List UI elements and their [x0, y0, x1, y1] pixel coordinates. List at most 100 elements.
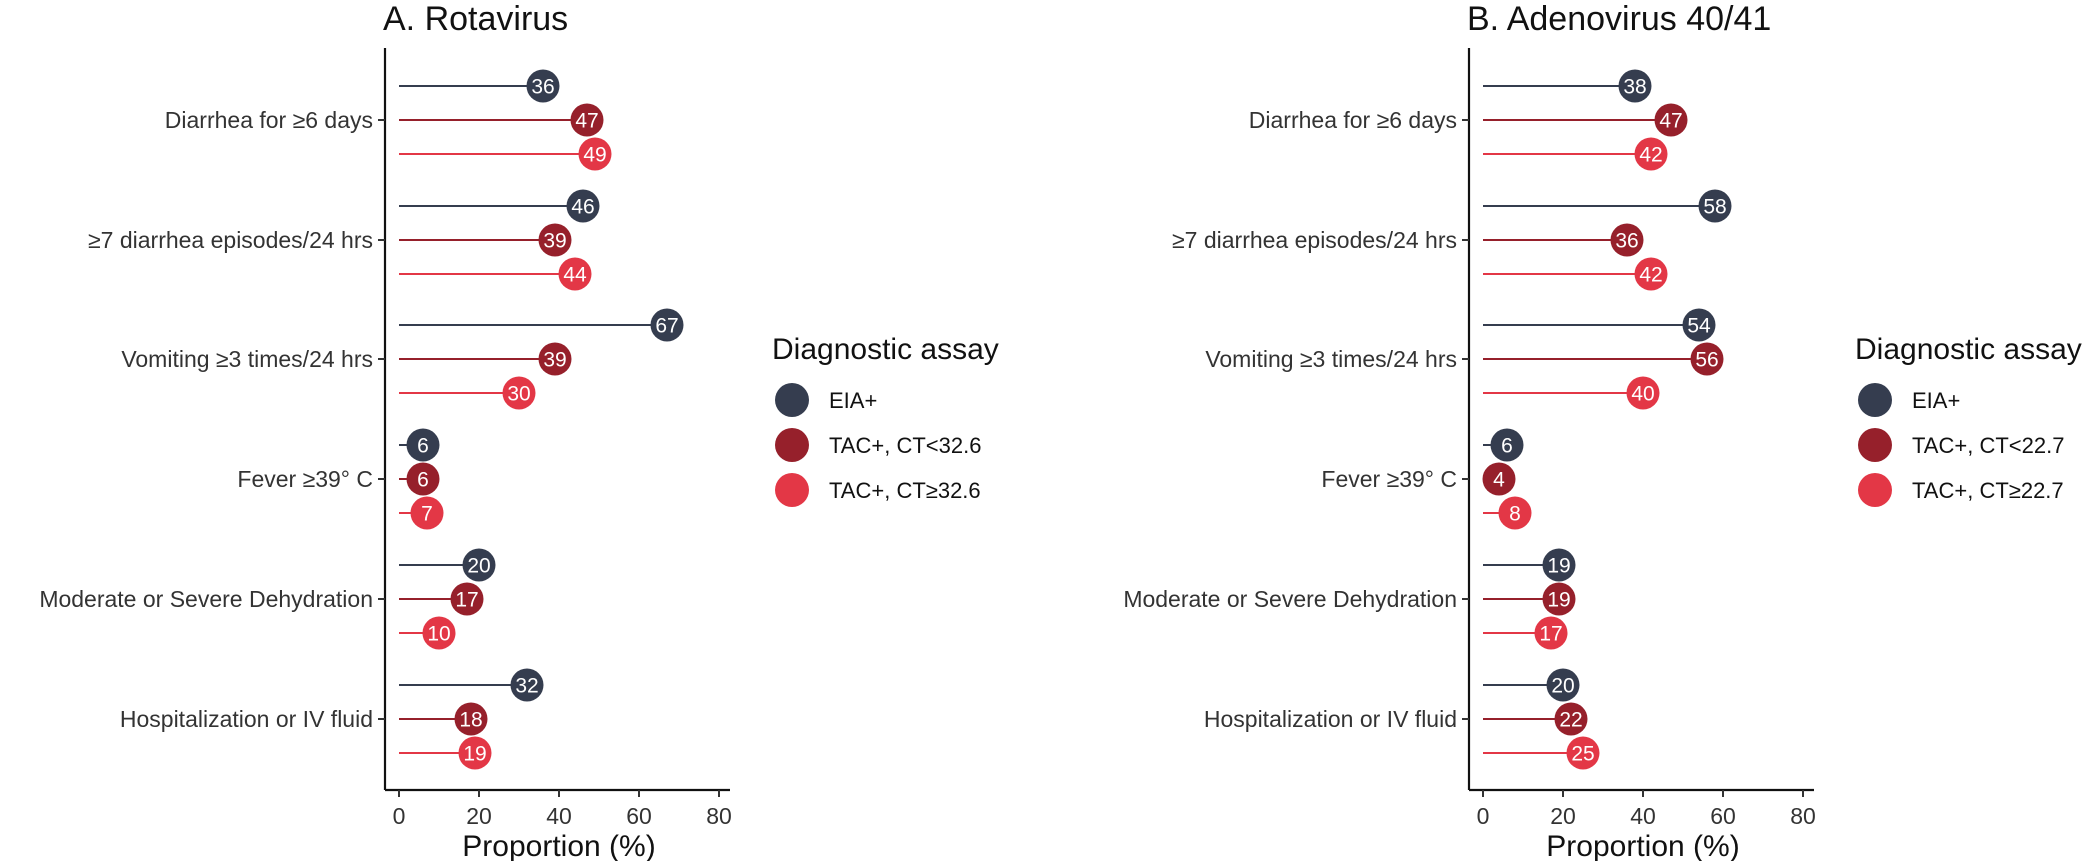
legend: Diagnostic assay EIA+ TAC+, CT<32.6 TAC+, C… [772, 333, 999, 507]
lollipop-dot [510, 668, 544, 702]
data-label: 10 [427, 623, 450, 646]
lollipop-dot [538, 342, 572, 376]
lollipop-dot [578, 137, 612, 171]
data-label: 6 [1501, 435, 1513, 458]
data-label: 42 [1639, 144, 1662, 167]
x-tick-label: 40 [546, 803, 572, 829]
category-label: Diarrhea for ≥6 days [1249, 107, 1457, 133]
data-label: 6 [417, 435, 429, 458]
data-label: 17 [455, 589, 478, 612]
lollipop-dot [406, 428, 440, 462]
lollipop-dot [1698, 189, 1732, 223]
data-label: 17 [1539, 623, 1562, 646]
lollipop-dot [422, 616, 456, 650]
lollipop-dot [1554, 702, 1588, 736]
data-label: 25 [1571, 743, 1594, 766]
legend-swatch [775, 383, 809, 417]
data-label: 42 [1639, 264, 1662, 287]
panel-title: A. Rotavirus [383, 0, 568, 38]
legend-item-label: TAC+, CT≥22.7 [1912, 478, 2064, 503]
x-tick-label: 20 [1550, 803, 1576, 829]
lollipop-dot [406, 462, 440, 496]
lollipop-dot [450, 582, 484, 616]
x-tick-label: 60 [626, 803, 652, 829]
legend-item-label: EIA+ [1912, 388, 1960, 413]
data-label: 19 [1547, 589, 1570, 612]
x-tick-label: 0 [393, 803, 406, 829]
legend: Diagnostic assay EIA+ TAC+, CT<22.7 TAC+, C… [1855, 333, 2082, 507]
data-label: 39 [543, 349, 566, 372]
x-axis-title: Proportion (%) [462, 830, 655, 861]
category-label: ≥7 diarrhea episodes/24 hrs [88, 227, 373, 253]
lollipop-dot [502, 376, 536, 410]
lollipop-dot [1682, 308, 1716, 342]
legend-item-label: TAC+, CT≥32.6 [829, 478, 981, 503]
lollipop-dot [410, 496, 444, 530]
data-label: 18 [459, 709, 482, 732]
data-label: 19 [463, 743, 486, 766]
data-label: 39 [543, 230, 566, 253]
data-label: 49 [583, 144, 606, 167]
category-label: Fever ≥39° C [237, 466, 373, 492]
legend-swatch [1858, 428, 1892, 462]
lollipop-dot [1634, 137, 1668, 171]
lollipop-dot [1610, 223, 1644, 257]
legend-item-label: TAC+, CT<22.7 [1912, 433, 2064, 458]
data-label: 58 [1703, 196, 1726, 219]
data-label: 19 [1547, 555, 1570, 578]
chart-panel-a: A. Rotavirus 0 20 40 60 80 Proportion (%) Diarr… [39, 0, 998, 861]
data-label: 4 [1493, 469, 1505, 492]
lollipop-dot [1618, 69, 1652, 103]
lollipop-dot [1634, 257, 1668, 291]
lollipop-dot [458, 736, 492, 770]
data-label: 67 [655, 315, 678, 338]
data-label: 32 [515, 675, 538, 698]
lollipop-dot [1490, 428, 1524, 462]
data-label: 20 [1551, 675, 1574, 698]
legend-item-label: EIA+ [829, 388, 877, 413]
lollipop-dot [1654, 103, 1688, 137]
category-label: ≥7 diarrhea episodes/24 hrs [1172, 227, 1457, 253]
x-tick-label: 60 [1710, 803, 1736, 829]
data-label: 38 [1623, 76, 1646, 99]
x-tick-label: 80 [706, 803, 732, 829]
x-axis-title: Proportion (%) [1546, 830, 1739, 861]
lollipop-dot [1542, 582, 1576, 616]
lollipop-dot [566, 189, 600, 223]
legend-title: Diagnostic assay [1855, 333, 2082, 366]
x-tick-label: 20 [466, 803, 492, 829]
legend-swatch [775, 428, 809, 462]
data-label: 20 [467, 555, 490, 578]
legend-swatch [1858, 383, 1892, 417]
x-tick-label: 80 [1790, 803, 1816, 829]
data-label: 56 [1695, 349, 1718, 372]
lollipop-dot [1546, 668, 1580, 702]
data-label: 6 [417, 469, 429, 492]
lollipop-dot [650, 308, 684, 342]
category-label: Hospitalization or IV fluid [1204, 706, 1457, 732]
legend-swatch [1858, 473, 1892, 507]
data-label: 22 [1559, 709, 1582, 732]
lollipop-dot [462, 548, 496, 582]
category-label: Vomiting ≥3 times/24 hrs [121, 346, 373, 372]
lollipop-dot [570, 103, 604, 137]
chart-panel-b: B. Adenovirus 40/41 0 20 40 60 80 Proportion (… [1123, 0, 2081, 861]
lollipop-dot [1690, 342, 1724, 376]
data-label: 47 [1659, 110, 1682, 133]
data-label: 8 [1509, 503, 1521, 526]
data-label: 46 [571, 196, 594, 219]
lollipop-dot [1542, 548, 1576, 582]
legend-item-label: TAC+, CT<32.6 [829, 433, 981, 458]
lollipop-dot [538, 223, 572, 257]
category-label: Moderate or Severe Dehydration [39, 586, 373, 612]
lollipop-dot [454, 702, 488, 736]
lollipop-dot [1498, 496, 1532, 530]
category-label: Hospitalization or IV fluid [120, 706, 373, 732]
data-label: 40 [1631, 383, 1654, 406]
data-label: 7 [421, 503, 433, 526]
data-label: 36 [1615, 230, 1638, 253]
panel-title: B. Adenovirus 40/41 [1467, 0, 1771, 38]
category-label: Fever ≥39° C [1321, 466, 1457, 492]
lollipop-dot [558, 257, 592, 291]
